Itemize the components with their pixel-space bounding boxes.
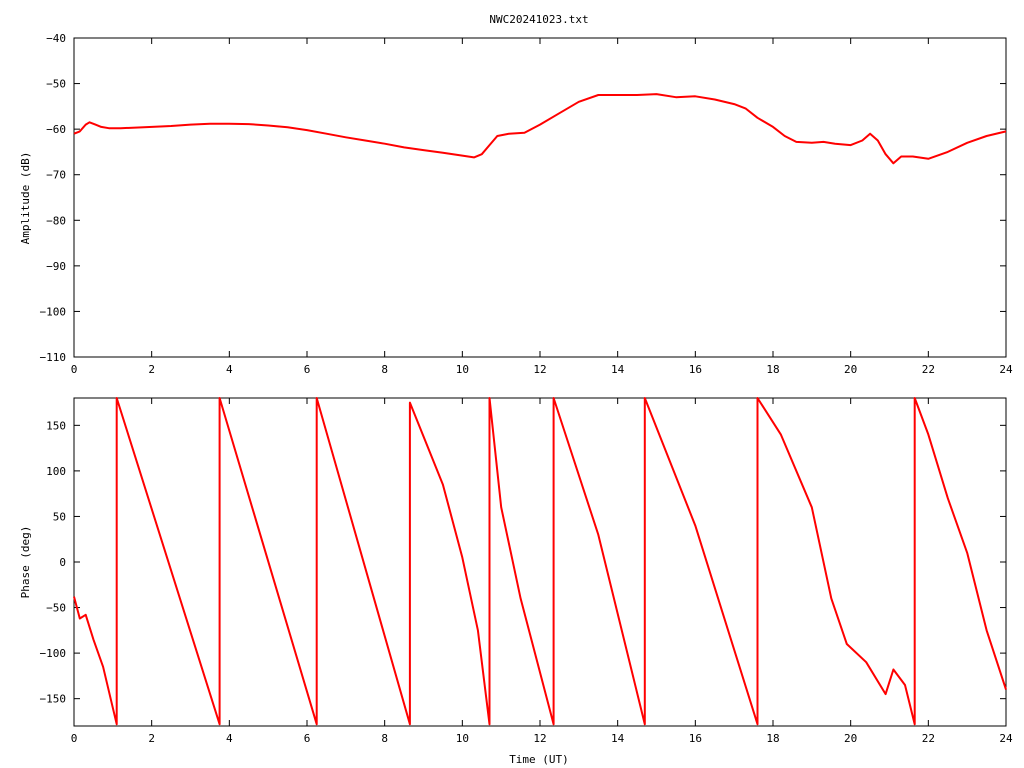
phase-x-axis-label: Time (UT) [509,753,569,766]
phase-x-tick-label: 20 [844,732,857,745]
phase-x-tick-label: 4 [226,732,233,745]
amplitude-x-tick-label: 14 [611,363,625,376]
phase-y-tick-label: −100 [40,647,67,660]
amplitude-y-tick-label: −60 [46,123,66,136]
amplitude-x-tick-label: 0 [71,363,78,376]
amplitude-y-tick-label: −100 [40,305,67,318]
phase-x-tick-label: 18 [766,732,779,745]
chart-title: NWC20241023.txt [489,13,588,26]
amplitude-x-tick-label: 12 [533,363,546,376]
phase-series-line [73,397,1007,726]
amplitude-x-tick-label: 20 [844,363,857,376]
amplitude-x-tick-label: 18 [766,363,779,376]
phase-plot-frame [73,397,1007,727]
phase-x-tick-label: 22 [922,732,935,745]
phase-x-tick-label: 16 [689,732,702,745]
phase-plot: 0 2 4 6 8 10 12 14 16 18 20 22 24150100500−50−100−15… [19,397,1013,766]
phase-y-tick-label: 50 [53,510,66,523]
phase-x-tick-label: 6 [304,732,311,745]
phase-y-tick-label: 0 [59,556,66,569]
amplitude-y-tick-label: −40 [46,32,66,45]
phase-y-tick-label: 100 [46,465,66,478]
amplitude-plot-frame [73,37,1007,358]
phase-x-tick-label: 2 [148,732,155,745]
amplitude-x-tick-label: 6 [304,363,311,376]
phase-y-tick-label: 150 [46,419,66,432]
phase-y-tick-label: −50 [46,602,66,615]
amplitude-y-tick-label: −80 [46,214,66,227]
phase-y-axis-label: Phase (deg) [19,526,32,599]
phase-x-tick-label: 0 [71,732,78,745]
phase-x-tick-label: 8 [381,732,388,745]
amplitude-x-tick-label: 2 [148,363,155,376]
amplitude-x-tick-label: 16 [689,363,702,376]
amplitude-y-tick-label: −90 [46,260,66,273]
amplitude-series-line [73,93,1007,165]
amplitude-x-tick-label: 22 [922,363,935,376]
amplitude-x-tick-label: 24 [999,363,1013,376]
amplitude-x-tick-label: 10 [456,363,469,376]
amplitude-y-axis-label: Amplitude (dB) [19,152,32,245]
amplitude-y-tick-label: −70 [46,169,66,182]
amplitude-x-tick-label: 8 [381,363,388,376]
phase-x-tick-label: 14 [611,732,625,745]
amplitude-y-tick-label: −110 [40,351,67,364]
phase-y-tick-label: −150 [40,693,67,706]
amplitude-axis-ticks: 0 2 4 6 8 10 12 14 16 18 20 22 24−40−50−60−70−80−90−… [40,32,1013,376]
amplitude-plot: 0 2 4 6 8 10 12 14 16 18 20 22 24−40−50−60−70−80−90−… [19,32,1013,376]
phase-x-tick-label: 24 [999,732,1013,745]
amplitude-y-tick-label: −50 [46,78,66,91]
phase-x-tick-label: 12 [533,732,546,745]
phase-axis-ticks: 0 2 4 6 8 10 12 14 16 18 20 22 24150100500−50−100−15… [40,398,1013,745]
phase-x-tick-label: 10 [456,732,469,745]
amplitude-x-tick-label: 4 [226,363,233,376]
